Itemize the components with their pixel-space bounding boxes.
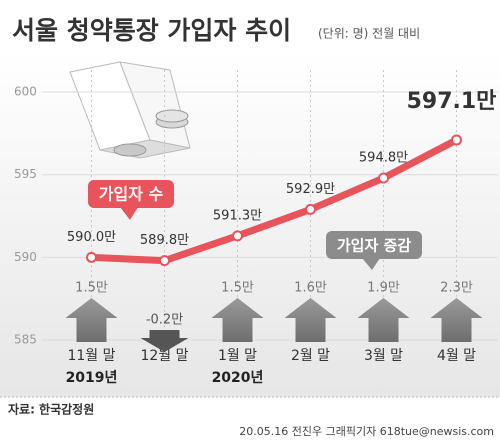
change-label: 1.5만 bbox=[75, 281, 108, 296]
legend-pointer bbox=[362, 258, 380, 270]
x-tick-label: 3월 말 bbox=[364, 348, 403, 364]
credit: 20.05.16 전진우 그래픽기자 618tue@newsis.com bbox=[239, 425, 494, 438]
change-arrow bbox=[211, 298, 264, 342]
change-label: 1.5만 bbox=[221, 281, 254, 296]
legend-label: 가입자 수 bbox=[99, 185, 164, 204]
x-tick-label: 2월 말 bbox=[291, 348, 330, 364]
chart-title: 서울 청약통장 가입자 추이 bbox=[12, 16, 291, 45]
y-tick-label: 600 bbox=[14, 85, 37, 99]
change-arrow bbox=[430, 298, 483, 342]
x-tick-label: 4월 말 bbox=[437, 348, 476, 364]
x-tick-label: 1월 말 bbox=[218, 348, 257, 364]
y-tick-label: 590 bbox=[14, 250, 37, 264]
x-tick-label: 12월 말 bbox=[140, 348, 188, 364]
data-point bbox=[305, 203, 316, 215]
change-arrow bbox=[140, 330, 189, 352]
data-label: 591.3만 bbox=[213, 208, 262, 223]
change-arrow bbox=[357, 298, 410, 342]
data-label: 594.8만 bbox=[359, 151, 408, 166]
legend-label: 가입자 증감 bbox=[337, 237, 411, 255]
legend-box bbox=[88, 180, 174, 208]
change-arrow bbox=[65, 298, 118, 342]
chart-subtitle: (단위: 명) 전월 대비 bbox=[318, 27, 420, 41]
data-label: 590.0만 bbox=[67, 230, 116, 245]
data-point bbox=[86, 251, 97, 263]
source: 자료: 한국감정원 bbox=[8, 402, 94, 417]
year-label: 2020년 bbox=[212, 370, 264, 386]
data-point bbox=[378, 172, 389, 184]
data-label: 597.1만 bbox=[407, 89, 497, 114]
change-label: 1.6만 bbox=[294, 281, 327, 296]
legend-box bbox=[326, 231, 422, 259]
data-label: 589.8만 bbox=[140, 233, 189, 248]
data-point bbox=[232, 230, 243, 242]
legend-pointer bbox=[120, 207, 138, 220]
data-point bbox=[451, 134, 462, 146]
y-tick-label: 595 bbox=[14, 167, 37, 181]
x-tick-label: 11월 말 bbox=[67, 348, 115, 364]
y-tick-label: 585 bbox=[14, 333, 37, 347]
data-label: 592.9만 bbox=[286, 182, 335, 197]
data-point bbox=[159, 255, 170, 267]
change-label: 1.9만 bbox=[367, 281, 400, 296]
change-arrow bbox=[284, 298, 337, 342]
change-label: -0.2만 bbox=[146, 313, 183, 328]
year-label: 2019년 bbox=[66, 370, 118, 386]
data-line bbox=[91, 136, 459, 265]
change-label: 2.3만 bbox=[440, 281, 473, 296]
